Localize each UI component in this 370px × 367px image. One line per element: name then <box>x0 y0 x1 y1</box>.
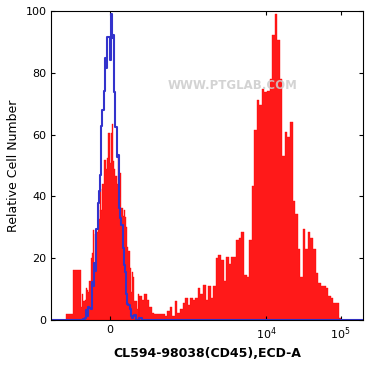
Text: WWW.PTGLAB.COM: WWW.PTGLAB.COM <box>167 79 297 92</box>
Y-axis label: Relative Cell Number: Relative Cell Number <box>7 99 20 232</box>
X-axis label: CL594-98038(CD45),ECD-A: CL594-98038(CD45),ECD-A <box>113 347 301 360</box>
